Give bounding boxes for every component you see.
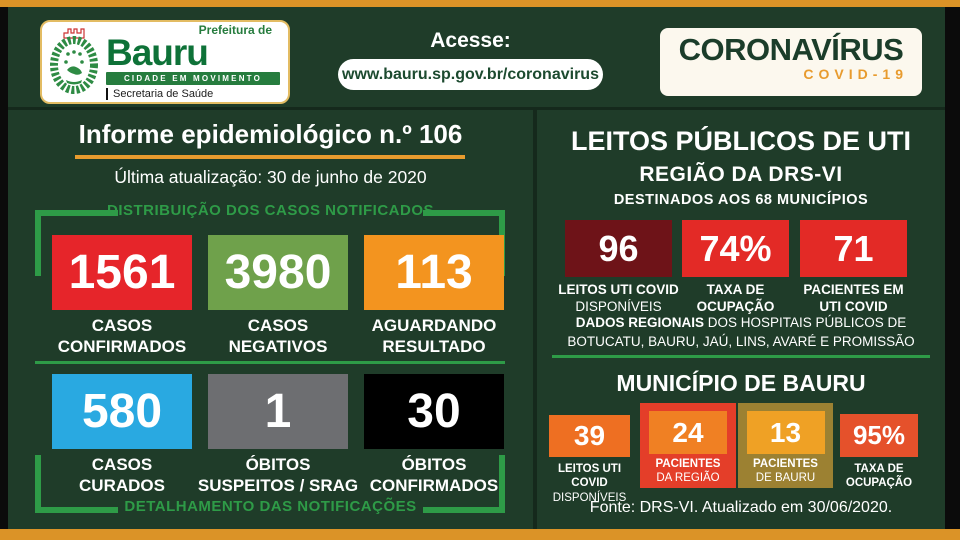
bauru-coat-of-arms-icon — [46, 23, 102, 102]
bracket-bottom-right-h — [423, 507, 505, 513]
icu-label-available-beds: LEITOS UTI COVID DISPONÍVEIS — [558, 282, 679, 314]
section-distribution-title: DISTRIBUIÇÃO DOS CASOS NOTIFICADOS — [106, 202, 434, 219]
column-divider — [533, 110, 537, 529]
stat-label-confirmed: CASOS CONFIRMADOS — [57, 316, 187, 357]
stat-box-confirmed-deaths: 30 — [364, 374, 504, 449]
stat-label-suspected-deaths: ÓBITOS SUSPEITOS / SRAG — [197, 455, 359, 496]
access-label: Acesse: — [430, 29, 511, 52]
bracket-top-left-v — [35, 210, 41, 276]
logo-department: Secretaria de Saúde — [106, 87, 280, 100]
stat-label-confirmed-deaths: ÓBITOS CONFIRMADOS — [369, 455, 499, 496]
icu-title: LEITOS PÚBLICOS DE UTI — [570, 126, 912, 156]
report-title: Informe epidemiológico n.º 106 — [78, 119, 463, 149]
icu-audience: DESTINADOS AOS 68 MUNICÍPIOS — [613, 192, 869, 208]
city-box-bauru-patients: 13 — [746, 411, 825, 454]
logo-prefeitura-text: Prefeitura de — [198, 23, 272, 38]
bauru-city-title: MUNICÍPIO DE BAURU — [616, 370, 866, 396]
left-separator-line — [35, 361, 505, 364]
coronavirus-title: CORONAVÍRUS — [678, 32, 904, 67]
bracket-bottom-left-h — [35, 507, 118, 513]
city-card-bauru-patients: 13 PACIENTES DE BAURU — [738, 403, 833, 488]
icu-label-patients: PACIENTES EM UTI COVID — [803, 282, 904, 314]
title-underline — [75, 155, 465, 159]
infographic-canvas: Prefeitura de Bauru CIDADE EM MOVIMENTO … — [8, 7, 945, 529]
top-orange-bar — [0, 0, 960, 7]
source-text: Fonte: DRS-VI. Atualizado em 30/06/2020. — [589, 499, 893, 516]
header: Prefeitura de Bauru CIDADE EM MOVIMENTO … — [8, 7, 945, 110]
icu-label-occupancy-rate: TAXA DE OCUPAÇÃO — [696, 282, 775, 314]
regional-data-note: DADOS REGIONAIS DOS HOSPITAIS PÚBLICOS D… — [567, 315, 915, 349]
city-label-available-beds: LEITOS UTI COVID DISPONÍVEIS — [552, 463, 627, 504]
city-box-occupancy-rate: 95% — [840, 414, 918, 457]
coronavirus-url-link[interactable]: www.bauru.sp.gov.br/coronavirus — [338, 59, 603, 90]
stat-box-cured: 580 — [52, 374, 192, 449]
bottom-orange-bar — [0, 529, 960, 540]
bracket-bottom-left-v — [35, 455, 41, 513]
stat-box-negative: 3980 — [208, 235, 348, 310]
bracket-top-right-h — [423, 210, 505, 216]
bracket-top-left-h — [35, 210, 118, 216]
icu-panel: LEITOS PÚBLICOS DE UTI REGIÃO DA DRS-VI … — [537, 110, 945, 529]
city-box-available-beds: 39 — [549, 415, 630, 457]
last-update-text: Última atualização: 30 de junho de 2020 — [114, 167, 427, 187]
icu-box-occupancy-rate: 74% — [682, 220, 789, 277]
icu-region-subtitle: REGIÃO DA DRS-VI — [639, 163, 843, 186]
logo-tagline: CIDADE EM MOVIMENTO — [106, 71, 280, 85]
city-label-occupancy-rate: TAXA DE OCUPAÇÃO — [845, 463, 913, 490]
bauru-logo: Prefeitura de Bauru CIDADE EM MOVIMENTO … — [40, 20, 290, 104]
right-separator-line — [552, 355, 930, 358]
covid19-subtitle: COVID-19 — [803, 66, 908, 82]
icu-box-patients: 71 — [800, 220, 907, 277]
city-label-bauru-patients: PACIENTES DE BAURU — [753, 458, 818, 485]
logo-city-text: Bauru — [106, 32, 209, 74]
city-card-region-patients: 24 PACIENTES DA REGIÃO — [640, 403, 736, 488]
icu-box-available-beds: 96 — [565, 220, 672, 277]
stat-box-awaiting: 113 — [364, 235, 504, 310]
stat-label-negative: CASOS NEGATIVOS — [228, 316, 328, 357]
stat-box-confirmed: 1561 — [52, 235, 192, 310]
stat-label-cured: CASOS CURADOS — [79, 455, 165, 496]
coronavirus-brand-badge: CORONAVÍRUS COVID-19 — [660, 28, 922, 96]
city-box-region-patients: 24 — [649, 411, 727, 454]
stat-box-suspected-deaths: 1 — [208, 374, 348, 449]
section-detail-title: DETALHAMENTO DAS NOTIFICAÇÕES — [124, 498, 417, 515]
city-label-region-patients: PACIENTES DA REGIÃO — [655, 458, 721, 485]
bracket-bottom-right-v — [499, 455, 505, 513]
stat-label-awaiting: AGUARDANDO RESULTADO — [371, 316, 497, 357]
